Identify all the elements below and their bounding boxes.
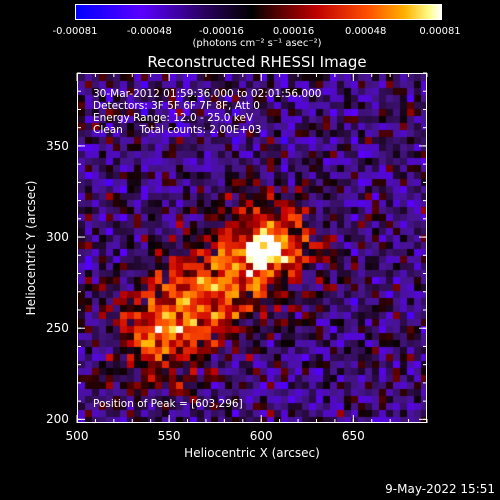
chart-title: Reconstructed RHESSI Image bbox=[147, 53, 367, 71]
colorbar-tick-label: 0.00048 bbox=[344, 26, 387, 37]
y-axis-label: Heliocentric Y (arcsec) bbox=[24, 180, 38, 316]
x-tick-label: 550 bbox=[157, 429, 181, 443]
colorbar-tick-label: 0.00081 bbox=[419, 26, 461, 37]
info-clean-counts: Clean Total counts: 2.00E+03 bbox=[93, 124, 262, 136]
plot-area bbox=[77, 73, 427, 423]
info-time-range: 30-Mar-2012 01:59:36.000 to 02:01:56.000 bbox=[93, 88, 322, 100]
y-tick-label: 300 bbox=[46, 230, 69, 245]
info-energy-range: Energy Range: 12.0 - 25.0 keV bbox=[93, 112, 254, 124]
y-tick-label: 250 bbox=[46, 321, 69, 336]
x-tick-label: 600 bbox=[249, 429, 273, 443]
colorbar-tick-label: -0.00016 bbox=[198, 26, 244, 37]
peak-position-label: Position of Peak = [603,296] bbox=[93, 398, 243, 410]
x-tick-label: 650 bbox=[341, 429, 365, 443]
colorbar-tick-label: -0.00081 bbox=[52, 26, 98, 37]
colorbar-tick-label: 0.00016 bbox=[272, 26, 315, 37]
date-stamp: 9-May-2022 15:51 bbox=[385, 482, 495, 496]
colorbar bbox=[75, 4, 442, 20]
info-detectors: Detectors: 3F 5F 6F 7F 8F, Att 0 bbox=[93, 100, 260, 112]
x-tick-label: 500 bbox=[65, 429, 89, 443]
colorbar-unit: (photons cm⁻² s⁻¹ asec⁻²) bbox=[192, 38, 322, 49]
y-tick-label: 350 bbox=[46, 138, 69, 153]
colorbar-tick-label: -0.00048 bbox=[126, 26, 172, 37]
x-axis-label: Heliocentric X (arcsec) bbox=[184, 446, 320, 460]
heatmap-image bbox=[78, 74, 426, 422]
y-tick-label: 200 bbox=[46, 412, 69, 427]
